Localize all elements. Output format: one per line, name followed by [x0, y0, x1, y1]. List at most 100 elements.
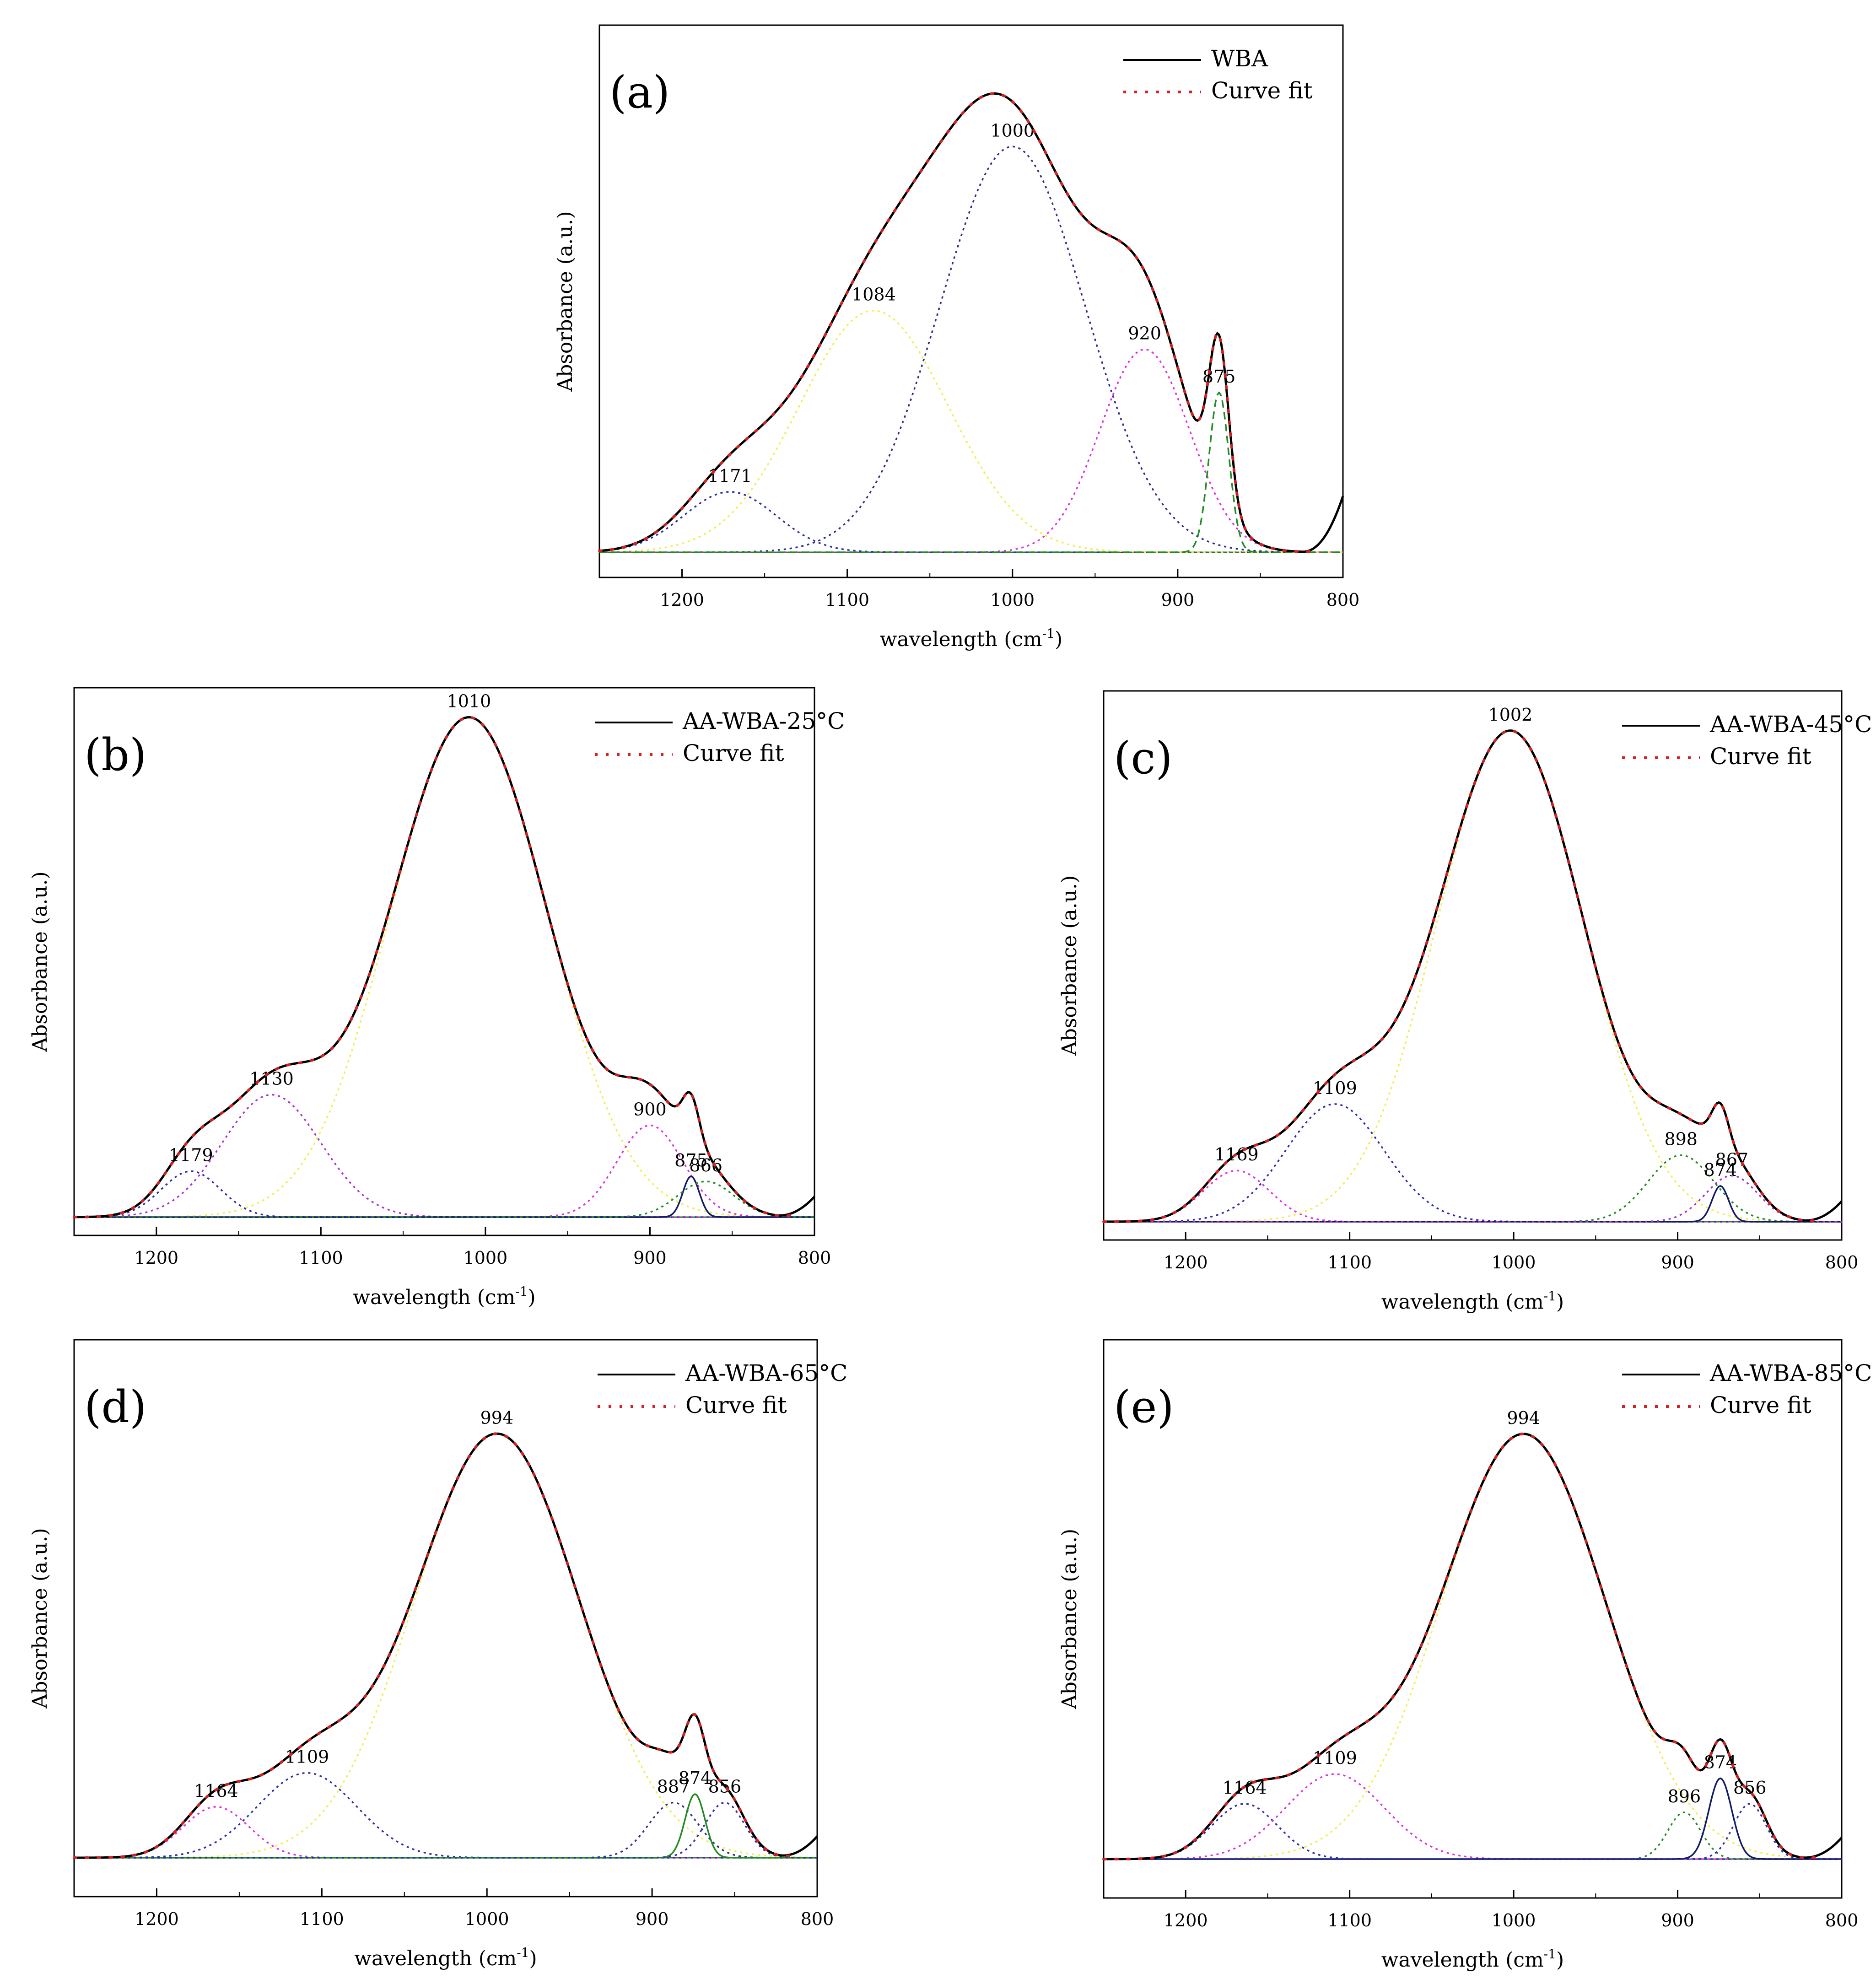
- peak-curve: [74, 1793, 817, 1859]
- legend-label: AA-WBA-65°C: [685, 1360, 847, 1386]
- x-tick-label: 800: [801, 1909, 834, 1929]
- x-tick-label: 800: [1326, 590, 1360, 610]
- x-tick-label: 900: [633, 1248, 667, 1268]
- panel-c: 1200 1100 1000 900 800 wavelength (cm-1) Absor…: [1058, 690, 1872, 1314]
- peak-curve: [74, 1181, 815, 1218]
- peak-label: 866: [689, 1155, 722, 1175]
- peak-label: 856: [1733, 1778, 1767, 1798]
- curve-fit-line: [1102, 729, 1819, 1223]
- x-tick-label: 1000: [464, 1248, 508, 1268]
- x-tick-label: 1100: [825, 590, 869, 610]
- peak-curve: [74, 1806, 817, 1859]
- panel-e: 1200 1100 1000 900 800 wavelength (cm-1) Absor…: [1058, 1339, 1872, 1972]
- y-axis-label: Absorbance (a.u.): [28, 1528, 52, 1709]
- peak-label: 1179: [169, 1145, 213, 1165]
- peak-curve: [74, 1801, 817, 1859]
- legend-label: Curve fit: [1211, 77, 1313, 104]
- legend-label: AA-WBA-45°C: [1709, 711, 1872, 738]
- peak-curve: [1104, 1803, 1842, 1860]
- peak-curve: [1104, 1185, 1842, 1223]
- peak-label: 1002: [1488, 705, 1533, 725]
- x-tick-label: 1000: [465, 1909, 509, 1929]
- peak-curve: [1104, 1433, 1842, 1860]
- legend-label: Curve fit: [685, 1392, 787, 1418]
- peak-label: 875: [674, 1150, 708, 1170]
- x-tick-label: 1000: [1492, 1252, 1536, 1272]
- x-tick-label: 1000: [1492, 1910, 1536, 1930]
- legend-label: AA-WBA-25°C: [682, 708, 845, 734]
- y-axis-label: Absorbance (a.u.): [1058, 1529, 1081, 1709]
- peak-label: 1000: [990, 120, 1035, 140]
- y-axis-label: Absorbance (a.u.): [554, 211, 577, 392]
- panel-label: (e): [1114, 1381, 1174, 1433]
- plot-frame: [1103, 690, 1843, 1241]
- peak-curve: [599, 491, 1343, 553]
- peak-label: 1109: [1313, 1078, 1357, 1098]
- legend-label: Curve fit: [1710, 1392, 1811, 1418]
- x-axis-label: wavelength (cm-1): [1381, 1289, 1564, 1314]
- peak-label: 1171: [708, 466, 752, 486]
- peak-curve: [74, 1433, 817, 1859]
- peak-curve: [599, 146, 1343, 553]
- main-spectrum-line: [74, 716, 815, 1218]
- panel-label: (a): [609, 67, 670, 118]
- x-tick-label: 900: [1161, 590, 1195, 610]
- legend-label: AA-WBA-85°C: [1709, 1360, 1872, 1386]
- x-tick-label: 800: [1825, 1252, 1859, 1272]
- peak-curve: [599, 309, 1343, 553]
- x-axis-label: wavelength (cm-1): [880, 626, 1062, 651]
- plot-frame: [1103, 1339, 1843, 1899]
- x-axis-label: wavelength (cm-1): [353, 1284, 535, 1309]
- main-spectrum-line: [1104, 1433, 1843, 1860]
- x-tick-label: 900: [1661, 1910, 1694, 1930]
- peak-curve: [74, 1801, 817, 1859]
- legend-label: Curve fit: [1710, 743, 1811, 770]
- x-tick-label: 900: [1661, 1252, 1694, 1272]
- x-tick-label: 1100: [1327, 1252, 1372, 1272]
- legend-label: WBA: [1211, 45, 1268, 72]
- x-tick-label: 900: [636, 1909, 669, 1929]
- x-tick-label: 1200: [1164, 1252, 1208, 1272]
- peak-curve: [1104, 730, 1842, 1223]
- peak-label: 994: [480, 1407, 514, 1428]
- panel-label: (b): [84, 729, 146, 781]
- peak-curve: [74, 1170, 814, 1218]
- peak-label: 900: [633, 1099, 667, 1119]
- plot-frame: [73, 687, 815, 1236]
- peak-label: 887: [657, 1777, 690, 1797]
- peak-curve: [599, 391, 1343, 553]
- plot-frame: [73, 1339, 818, 1898]
- panel-label: (c): [1114, 733, 1173, 784]
- peak-label: 896: [1668, 1786, 1701, 1806]
- peak-label: 874: [679, 1768, 712, 1788]
- peak-label: 1084: [852, 285, 896, 305]
- y-axis-label: Absorbance (a.u.): [1058, 875, 1081, 1056]
- curve-fit-line: [1102, 1432, 1819, 1860]
- x-axis-label: wavelength (cm-1): [1381, 1946, 1564, 1972]
- peak-label: 920: [1128, 323, 1161, 344]
- peak-label: 1010: [447, 691, 491, 712]
- curve-fit-line: [598, 92, 1320, 553]
- panel-a: 1200 1100 1000 900 800 wavelength (cm-1) Absor…: [554, 24, 1360, 651]
- plot-frame: [598, 24, 1344, 578]
- y-axis-label: Absorbance (a.u.): [28, 871, 52, 1052]
- x-tick-label: 1100: [1327, 1910, 1372, 1930]
- x-axis-label: wavelength (cm-1): [354, 1945, 537, 1970]
- peak-label: 898: [1664, 1129, 1698, 1149]
- x-tick-label: 1200: [660, 590, 704, 610]
- panel-label: (d): [84, 1381, 146, 1433]
- x-tick-label: 1100: [300, 1909, 344, 1929]
- curve-fit-line: [73, 716, 792, 1218]
- panel-b: 1200 1100 1000 900 800 wavelength (cm-1) Absor…: [28, 687, 845, 1309]
- x-tick-label: 800: [798, 1248, 831, 1268]
- legend-label: Curve fit: [683, 740, 784, 766]
- peak-label: 1109: [285, 1747, 329, 1767]
- panel-d: 1200 1100 1000 900 800 wavelength (cm-1) Absor…: [28, 1339, 847, 1970]
- peak-curve: [74, 1175, 814, 1218]
- x-tick-label: 1200: [1164, 1910, 1208, 1930]
- peak-label: 874: [1703, 1160, 1737, 1180]
- main-spectrum-line: [74, 1432, 818, 1859]
- peak-curve: [1104, 1175, 1842, 1223]
- peak-curve: [1104, 1773, 1842, 1860]
